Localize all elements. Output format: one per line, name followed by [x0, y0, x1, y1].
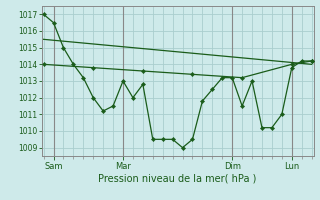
X-axis label: Pression niveau de la mer( hPa ): Pression niveau de la mer( hPa ) [99, 173, 257, 183]
